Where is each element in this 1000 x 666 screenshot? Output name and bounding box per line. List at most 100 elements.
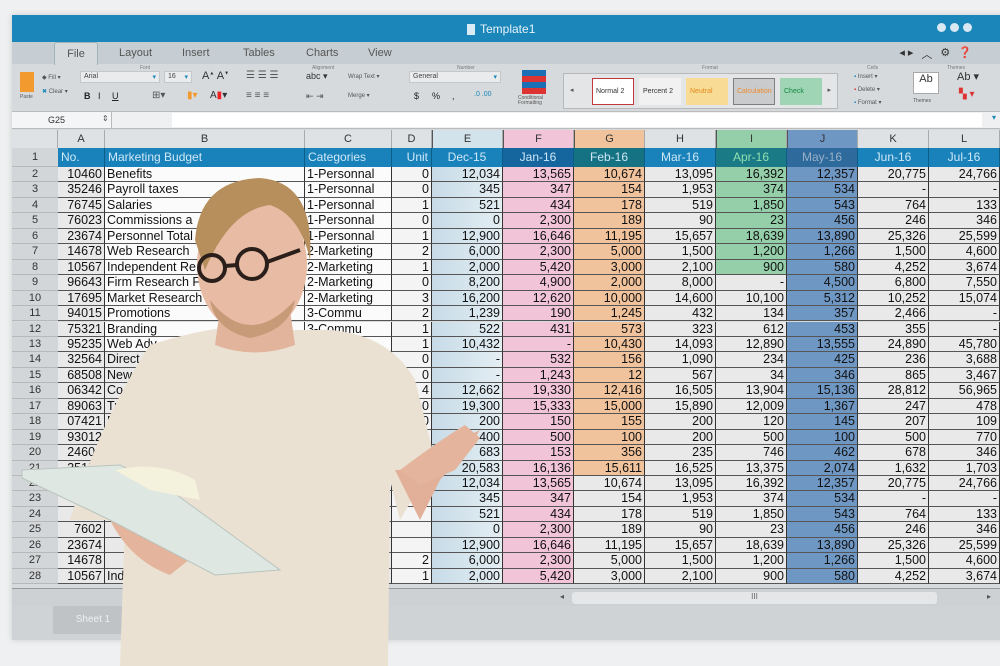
cell-I10[interactable]: 10,100: [716, 290, 787, 307]
cell-H13[interactable]: 14,093: [645, 336, 716, 353]
cell-H19[interactable]: 200: [645, 429, 716, 446]
cell-D21[interactable]: [392, 460, 432, 476]
cell-B15[interactable]: New: [105, 367, 305, 384]
cell-E7[interactable]: 6,000: [432, 244, 503, 260]
cell-A10[interactable]: 17695: [58, 290, 105, 307]
cell-I21[interactable]: 13,375: [716, 460, 787, 476]
cell-A21[interactable]: 35151: [58, 460, 105, 476]
column-header-G[interactable]: G: [574, 130, 645, 148]
cell-A27[interactable]: 14678: [58, 553, 105, 569]
currency-button[interactable]: $: [414, 91, 420, 101]
cell-E22[interactable]: 12,034: [432, 476, 503, 492]
cell-L6[interactable]: 25,599: [929, 228, 1000, 245]
column-header-E[interactable]: E: [432, 130, 503, 148]
cell-D26[interactable]: [392, 537, 432, 554]
row-header[interactable]: 18: [12, 414, 58, 430]
cell-E13[interactable]: 10,432: [432, 336, 503, 353]
row-header[interactable]: 14: [12, 352, 58, 368]
cell-I22[interactable]: 16,392: [716, 476, 787, 492]
cell-E12[interactable]: 522: [432, 321, 503, 337]
tab-charts[interactable]: Charts: [306, 47, 339, 59]
name-box[interactable]: G25: [12, 112, 112, 128]
cell-C19[interactable]: [305, 429, 392, 446]
cell-C5[interactable]: 1-Personnal: [305, 213, 392, 229]
cell-A5[interactable]: 76023: [58, 213, 105, 229]
cell-D3[interactable]: 0: [392, 182, 432, 198]
scroll-right-icon[interactable]: ▸: [987, 592, 992, 601]
cell-J8[interactable]: 580: [787, 259, 858, 276]
cell-D27[interactable]: 2: [392, 553, 432, 569]
cell-J18[interactable]: 145: [787, 414, 858, 430]
cell-D15[interactable]: 0: [392, 367, 432, 384]
cell-C22[interactable]: [305, 476, 392, 492]
cell-E20[interactable]: 683: [432, 445, 503, 461]
cell-K23[interactable]: -: [858, 491, 929, 507]
cell-C24[interactable]: [305, 506, 392, 523]
column-header-A[interactable]: A: [58, 130, 105, 148]
cell-G17[interactable]: 15,000: [574, 398, 645, 415]
cell-style-percent-2[interactable]: Percent 2: [639, 78, 681, 105]
row-header[interactable]: 21: [12, 460, 58, 476]
cell-I9[interactable]: -: [716, 275, 787, 291]
row-header[interactable]: 23: [12, 491, 58, 507]
cell-F21[interactable]: 16,136: [503, 460, 574, 476]
cell-F19[interactable]: 500: [503, 429, 574, 446]
scroll-thumb[interactable]: III: [572, 592, 937, 604]
cell-F20[interactable]: 153: [503, 445, 574, 461]
cell-K21[interactable]: 1,632: [858, 460, 929, 476]
cell-G23[interactable]: 154: [574, 491, 645, 507]
cell-B28[interactable]: Indep: [105, 568, 305, 585]
cell-A23[interactable]: [58, 491, 105, 507]
font-name-select[interactable]: Arial ▾: [80, 71, 160, 83]
cell-A20[interactable]: 24601: [58, 445, 105, 461]
scroll-left-icon[interactable]: ◂: [560, 592, 565, 601]
cell-K9[interactable]: 6,800: [858, 275, 929, 291]
cell-G10[interactable]: 10,000: [574, 290, 645, 307]
cell-F11[interactable]: 190: [503, 306, 574, 322]
font-size-buttons[interactable]: A▲ A▼: [202, 70, 230, 82]
cell-B12[interactable]: Branding: [105, 321, 305, 337]
cell-C28[interactable]: eting: [305, 568, 392, 585]
number-format-select[interactable]: General ▾: [409, 71, 501, 83]
cell-H6[interactable]: 15,657: [645, 228, 716, 245]
cell-C11[interactable]: 3-Commu: [305, 306, 392, 322]
cell-L3[interactable]: -: [929, 182, 1000, 198]
indent-icons[interactable]: ⇤ ⇥: [306, 91, 324, 101]
cell-E3[interactable]: 345: [432, 182, 503, 198]
cell-L7[interactable]: 4,600: [929, 244, 1000, 260]
cell-A9[interactable]: 96643: [58, 275, 105, 291]
cell-H14[interactable]: 1,090: [645, 352, 716, 368]
window-dot-icon[interactable]: [963, 23, 972, 32]
cell-D19[interactable]: 2: [392, 429, 432, 446]
cell-K24[interactable]: 764: [858, 506, 929, 523]
cell-A15[interactable]: 68508: [58, 367, 105, 384]
row-header[interactable]: 26: [12, 537, 58, 554]
row-header[interactable]: 9: [12, 275, 58, 291]
cell-F9[interactable]: 4,900: [503, 275, 574, 291]
cell-G7[interactable]: 5,000: [574, 244, 645, 260]
cell-D20[interactable]: 0: [392, 445, 432, 461]
cell-E21[interactable]: 20,583: [432, 460, 503, 476]
cell-J16[interactable]: 15,136: [787, 383, 858, 399]
cell-D24[interactable]: [392, 506, 432, 523]
cell-H22[interactable]: 13,095: [645, 476, 716, 492]
cell-E4[interactable]: 521: [432, 197, 503, 214]
cell-L10[interactable]: 15,074: [929, 290, 1000, 307]
percent-button[interactable]: %: [432, 91, 441, 101]
name-box-stepper-icon[interactable]: ⇕: [102, 114, 109, 123]
cell-L13[interactable]: 45,780: [929, 336, 1000, 353]
cell-F25[interactable]: 2,300: [503, 522, 574, 538]
cell-F12[interactable]: 431: [503, 321, 574, 337]
cell-J26[interactable]: 13,890: [787, 537, 858, 554]
cell-I2[interactable]: 16,392: [716, 167, 787, 183]
cell-E5[interactable]: 0: [432, 213, 503, 229]
cell-F6[interactable]: 16,646: [503, 228, 574, 245]
cell-K20[interactable]: 678: [858, 445, 929, 461]
fill-color-icon[interactable]: ▮▾: [187, 90, 198, 101]
cell-B13[interactable]: Web Adv: [105, 336, 305, 353]
cell-K6[interactable]: 25,326: [858, 228, 929, 245]
cell-C9[interactable]: 2-Marketing: [305, 275, 392, 291]
cell-E18[interactable]: 200: [432, 414, 503, 430]
wrap-text-button[interactable]: Wrap Text ▾: [348, 74, 380, 80]
cell-E14[interactable]: -: [432, 352, 503, 368]
